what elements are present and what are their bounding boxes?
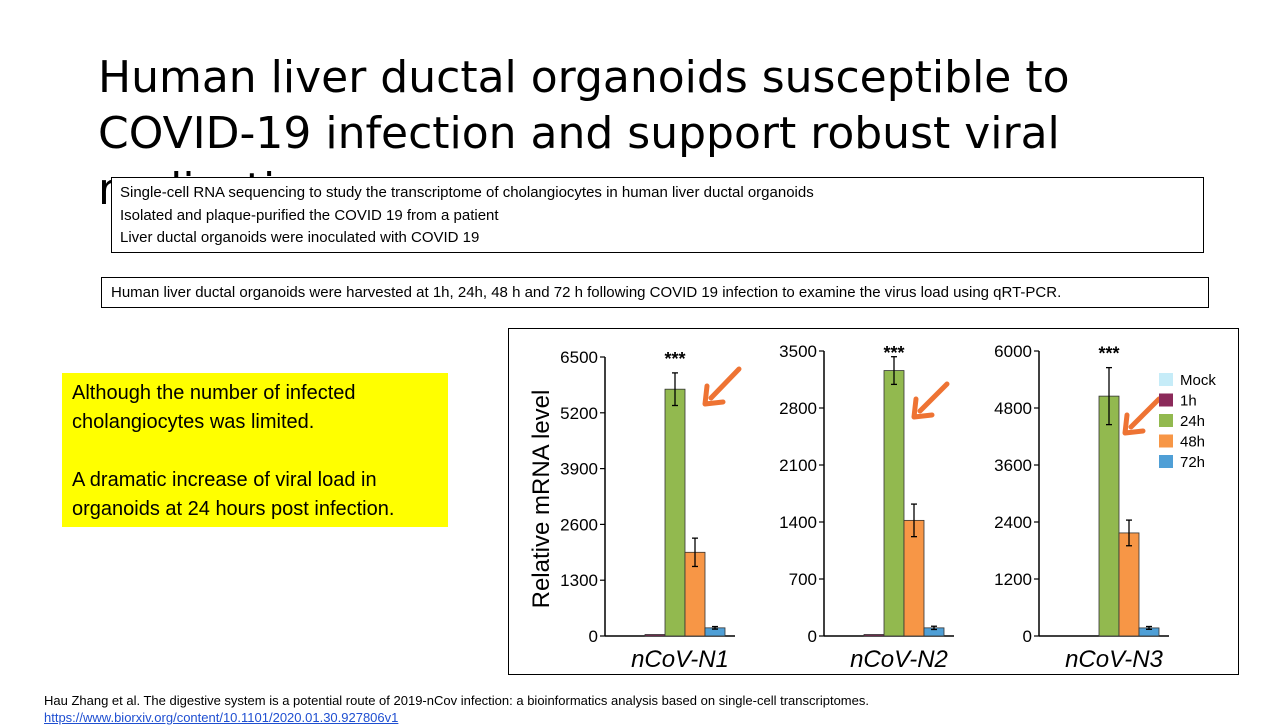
citation-text: Hau Zhang et al. The digestive system is… — [44, 693, 869, 708]
legend-swatch-72h — [1159, 455, 1173, 468]
chart-1-tick-label: 0 — [589, 627, 598, 646]
chart-1-arrow-head — [702, 383, 726, 407]
legend-label-48h: 48h — [1180, 434, 1205, 451]
chart-1-tick-label: 1300 — [560, 571, 598, 590]
chart-2-tick-label: 2800 — [779, 399, 817, 418]
method-summary-box: Single-cell RNA sequencing to study the … — [111, 177, 1204, 253]
chart-2-arrow-shaft — [917, 381, 950, 414]
chart-3-x-label: nCoV-N3 — [1065, 646, 1163, 673]
chart-1-arrow-shaft — [708, 366, 742, 401]
highlight-line-3: A dramatic increase of viral load in — [72, 469, 377, 491]
chart-2-significance-label: *** — [883, 343, 904, 363]
legend-label-24h: 24h — [1180, 413, 1205, 430]
legend-swatch-1h — [1159, 393, 1173, 407]
chart-3-significance-label: *** — [1098, 344, 1119, 364]
chart-3-arrow-shaft — [1128, 396, 1162, 430]
method-line-1: Single-cell RNA sequencing to study the … — [120, 184, 814, 201]
chart-2-bar-1h — [863, 634, 885, 637]
legend-label-1h: 1h — [1180, 393, 1197, 410]
chart-1-x-label: nCoV-N1 — [631, 646, 729, 673]
chart-1-tick-label: 2600 — [560, 515, 598, 534]
chart-3-tick-label: 2400 — [994, 513, 1032, 532]
chart-2-bar-48h — [903, 519, 925, 637]
chart-1-tick-label: 6500 — [560, 348, 598, 367]
chart-2-tick-label: 2100 — [779, 456, 817, 475]
legend-swatch-24h — [1159, 414, 1173, 427]
figure-frame: 0 1300 2600 3900 5200 6500 *** nCoV-N1 0 700 1400 2… — [508, 328, 1239, 675]
legend-swatch-mock — [1159, 373, 1173, 386]
chart-3-tick-label: 1200 — [994, 570, 1032, 589]
legend-swatch-48h — [1159, 434, 1173, 448]
highlight-line-2: cholangiocytes was limited. — [72, 411, 315, 433]
chart-3-tick-label: 0 — [1023, 627, 1032, 646]
chart-3-tick-label: 4800 — [994, 399, 1032, 418]
chart-3-arrow-head — [1122, 412, 1146, 436]
slide-title: Human liver ductal organoids susceptible… — [98, 52, 1070, 215]
chart-1-bar-24h — [664, 388, 686, 637]
harvest-description-box: Human liver ductal organoids were harves… — [101, 277, 1209, 308]
chart-1-tick-label: 3900 — [560, 460, 598, 479]
chart-2-tick-label: 700 — [789, 570, 817, 589]
chart-2-arrow-head — [911, 396, 935, 420]
chart-1-tick-label: 5200 — [560, 404, 598, 423]
chart-3-tick-label: 3600 — [994, 456, 1032, 475]
highlight-line-1: Although the number of infected — [72, 382, 356, 404]
citation-link[interactable]: https://www.biorxiv.org/content/10.1101/… — [44, 710, 399, 725]
chart-2-tick-label: 0 — [808, 627, 817, 646]
chart-2-bar-24h — [883, 370, 905, 637]
chart-1-bar-1h — [644, 634, 666, 637]
chart-3-tick-label: 6000 — [994, 342, 1032, 361]
chart-3-bar-24h — [1098, 395, 1120, 637]
bar-chart-figure: 0 1300 2600 3900 5200 6500 *** nCoV-N1 0 700 1400 2… — [528, 342, 1216, 673]
method-line-2: Isolated and plaque-purified the COVID 1… — [120, 206, 499, 224]
method-line-3: Liver ductal organoids were inoculated w… — [120, 229, 480, 246]
chart-3-bar-48h — [1118, 532, 1140, 637]
legend-label-72h: 72h — [1180, 454, 1205, 471]
chart-1-significance-label: *** — [664, 349, 685, 369]
y-axis-label: Relative mRNA level — [528, 390, 555, 609]
highlight-line-4: organoids at 24 hours post infection. — [72, 498, 395, 520]
chart-2-tick-label: 3500 — [779, 342, 817, 361]
highlight-summary-box: Although the number of infected cholangi… — [62, 373, 448, 527]
chart-2-tick-label: 1400 — [779, 513, 817, 532]
chart-2-x-label: nCoV-N2 — [850, 646, 948, 673]
legend-label-mock: Mock — [1180, 372, 1216, 389]
